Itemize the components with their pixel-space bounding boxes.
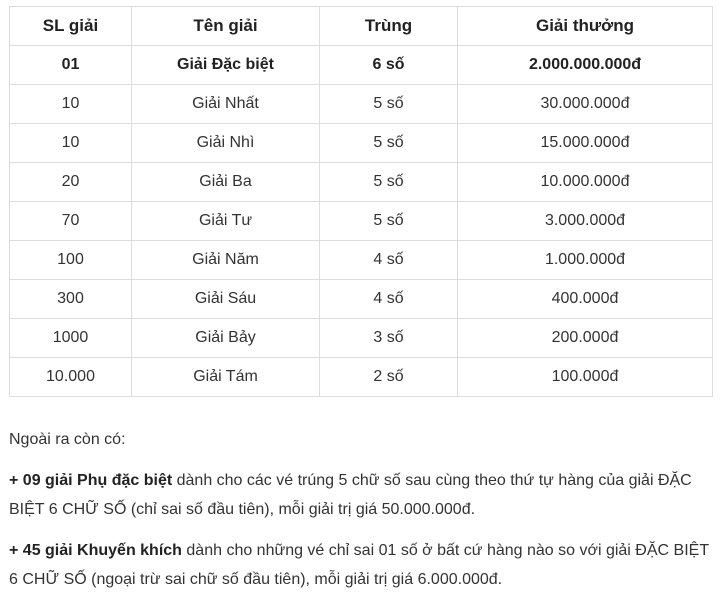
cell-prize-value: 3.000.000đ xyxy=(457,201,713,241)
cell-quantity: 10 xyxy=(9,84,132,124)
table-row: 01 Giải Đặc biệt 6 số 2.000.000.000đ xyxy=(9,45,713,85)
cell-prize-name: Giải Tư xyxy=(131,201,320,241)
cell-prize-value: 30.000.000đ xyxy=(457,84,713,124)
cell-quantity: 1000 xyxy=(9,318,132,358)
cell-prize-value: 400.000đ xyxy=(457,279,713,319)
cell-prize-name: Giải Năm xyxy=(131,240,320,280)
note-item-bold: + 45 giải Khuyến khích xyxy=(9,542,182,559)
table-row: 100 Giải Năm 4 số 1.000.000đ xyxy=(9,240,713,280)
table-row: 20 Giải Ba 5 số 10.000.000đ xyxy=(9,162,713,202)
note-item: + 09 giải Phụ đặc biệt dành cho các vé t… xyxy=(9,466,714,524)
cell-match: 5 số xyxy=(319,84,458,124)
cell-prize-name: Giải Nhất xyxy=(131,84,320,124)
cell-prize-value: 1.000.000đ xyxy=(457,240,713,280)
table-row: 70 Giải Tư 5 số 3.000.000đ xyxy=(9,201,713,241)
header-prize-value: Giải thưởng xyxy=(457,6,713,46)
cell-quantity: 10.000 xyxy=(9,357,132,397)
cell-match: 3 số xyxy=(319,318,458,358)
table-row: 1000 Giải Bảy 3 số 200.000đ xyxy=(9,318,713,358)
table-row: 10 Giải Nhì 5 số 15.000.000đ xyxy=(9,123,713,163)
prize-table: SL giải Tên giải Trùng Giải thưởng 01 Giả… xyxy=(9,6,713,397)
note-item-text: dành cho những vé chỉ sai 01 số ở bất cứ… xyxy=(9,542,709,588)
note-item-bold: + 09 giải Phụ đặc biệt xyxy=(9,472,173,489)
cell-quantity: 100 xyxy=(9,240,132,280)
cell-prize-value: 200.000đ xyxy=(457,318,713,358)
cell-quantity: 20 xyxy=(9,162,132,202)
table-row: 300 Giải Sáu 4 số 400.000đ xyxy=(9,279,713,319)
cell-quantity: 70 xyxy=(9,201,132,241)
cell-match: 5 số xyxy=(319,162,458,202)
cell-prize-name: Giải Tám xyxy=(131,357,320,397)
table-row: 10 Giải Nhất 5 số 30.000.000đ xyxy=(9,84,713,124)
cell-prize-value: 10.000.000đ xyxy=(457,162,713,202)
cell-prize-value: 15.000.000đ xyxy=(457,123,713,163)
cell-prize-name: Giải Bảy xyxy=(131,318,320,358)
cell-match: 4 số xyxy=(319,279,458,319)
cell-match: 5 số xyxy=(319,201,458,241)
cell-quantity: 01 xyxy=(9,45,132,85)
cell-match: 4 số xyxy=(319,240,458,280)
note-item: + 45 giải Khuyến khích dành cho những vé… xyxy=(9,536,714,594)
header-quantity: SL giải xyxy=(9,6,132,46)
cell-prize-value: 2.000.000.000đ xyxy=(457,45,713,85)
cell-prize-name: Giải Sáu xyxy=(131,279,320,319)
table-row: 10.000 Giải Tám 2 số 100.000đ xyxy=(9,357,713,397)
cell-match: 6 số xyxy=(319,45,458,85)
header-match: Trùng xyxy=(319,6,458,46)
cell-prize-name: Giải Đặc biệt xyxy=(131,45,320,85)
notes-section: Ngoài ra còn có: + 09 giải Phụ đặc biệt … xyxy=(9,425,714,606)
header-prize-name: Tên giải xyxy=(131,6,320,46)
note-item-text: dành cho các vé trúng 5 chữ số sau cùng … xyxy=(9,472,692,518)
cell-quantity: 10 xyxy=(9,123,132,163)
notes-intro: Ngoài ra còn có: xyxy=(9,431,126,448)
cell-prize-value: 100.000đ xyxy=(457,357,713,397)
cell-prize-name: Giải Nhì xyxy=(131,123,320,163)
table-header-row: SL giải Tên giải Trùng Giải thưởng xyxy=(9,6,713,46)
cell-quantity: 300 xyxy=(9,279,132,319)
cell-prize-name: Giải Ba xyxy=(131,162,320,202)
cell-match: 5 số xyxy=(319,123,458,163)
cell-match: 2 số xyxy=(319,357,458,397)
